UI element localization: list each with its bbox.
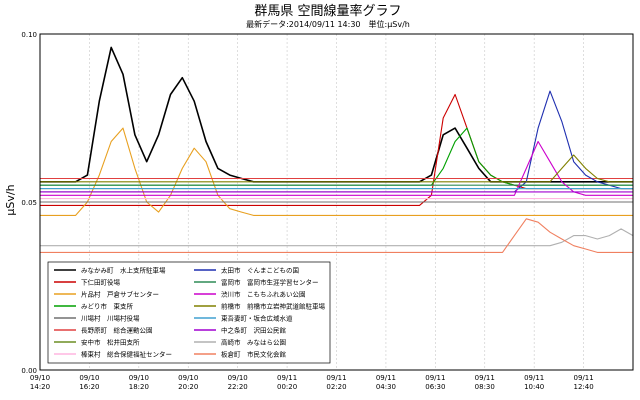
y-axis-label: μSv/h [4,184,17,215]
series-line [40,140,633,196]
chart-title: 群馬県 空間線量率グラフ [254,3,401,19]
x-tick-time: 14:20 [30,383,50,391]
x-tick-date: 09/11 [475,374,495,382]
legend-label: みなかみ町 水上支所駐車場 [81,266,166,275]
legend-label: 榛東村 総合保健福祉センター [81,350,172,359]
x-tick-date: 09/10 [79,374,99,382]
legend-box [47,261,331,364]
x-tick-time: 06:30 [425,383,445,391]
legend-label: 安中市 松井田支所 [81,338,140,347]
legend-label: 片品村 戸倉サブセンター [81,290,159,299]
legend-label: 長野原町 総合運動公園 [81,326,153,335]
y-axis-ticks: 0.10 0.05 0.00 [21,31,37,375]
legend-label: 下仁田町役場 [81,278,121,287]
x-tick-time: 04:30 [376,383,396,391]
series-line [40,218,633,253]
series-line [40,127,633,216]
legend-label: 前橋市 前橋市立岩神武道館駐車場 [221,302,326,311]
legend-label: 高崎市 みなはら公園 [221,338,286,347]
series-line [40,154,633,183]
legend-label: 富岡市 富岡市生涯学習センター [221,278,319,287]
x-tick-time: 18:20 [129,383,149,391]
legend-label: 川場村 川場村役場 [81,314,140,323]
plot-area-border [39,33,634,371]
x-tick-time: 16:20 [79,383,99,391]
y-tick-label: 0.05 [21,199,37,207]
x-tick-date: 09/11 [573,374,593,382]
legend-label: みどり市 東支所 [81,302,134,311]
x-tick-date: 09/10 [30,374,50,382]
x-tick-date: 09/10 [178,374,198,382]
x-tick-date: 09/11 [425,374,445,382]
x-tick-time: 12:40 [573,383,593,391]
legend-label: 東吾妻町・坂合広域水道 [221,314,293,323]
x-tick-time: 00:20 [277,383,297,391]
x-axis-ticks: 09/1014:2009/1016:2009/1018:2009/1020:20… [30,374,594,391]
x-tick-time: 20:20 [178,383,198,391]
series-lines [40,46,634,253]
series-line [40,228,634,247]
legend-label: 渋川市 こもちふれあい公園 [221,290,306,299]
x-tick-date: 09/11 [524,374,544,382]
legend-label: 板倉町 市民文化会館 [221,350,287,359]
x-tick-date: 09/11 [376,374,396,382]
x-tick-date: 09/10 [228,374,248,382]
legend-label: 太田市 ぐんまこどもの国 [221,266,299,275]
y-tick-label: 0.00 [21,367,37,375]
x-tick-time: 08:30 [475,383,495,391]
chart-subtitle: 最新データ:2014/09/11 14:30 単位:μSv/h [246,19,410,29]
x-tick-time: 10:40 [524,383,544,391]
x-tick-date: 09/10 [129,374,149,382]
x-tick-date: 09/11 [326,374,346,382]
x-tick-time: 22:20 [228,383,248,391]
y-tick-label: 0.10 [21,31,37,39]
legend-label: 中之条町 沢田公民館 [221,326,287,335]
x-tick-date: 09/11 [277,374,297,382]
x-tick-time: 02:20 [326,383,346,391]
